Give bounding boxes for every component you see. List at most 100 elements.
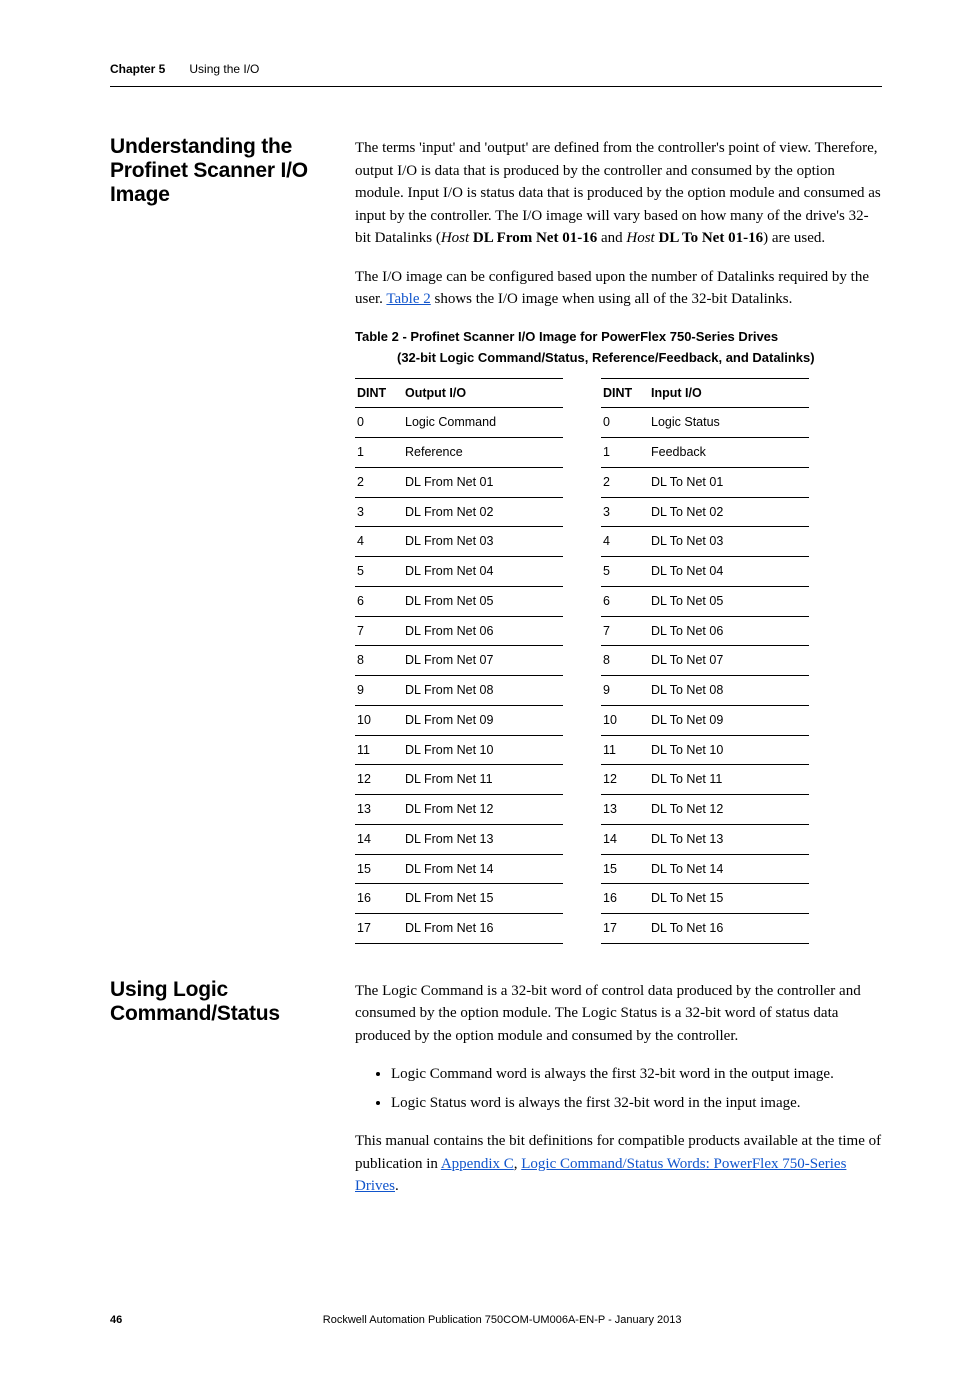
running-header: Chapter 5 Using the I/O — [110, 62, 882, 76]
table-row: 3DL To Net 02 — [601, 497, 809, 527]
output-dint-header: DINT — [355, 378, 403, 408]
value-cell: DL From Net 12 — [403, 795, 563, 825]
value-cell: Logic Status — [649, 408, 809, 438]
table-row: 2DL From Net 01 — [355, 467, 563, 497]
bullet-item: Logic Status word is always the first 32… — [391, 1092, 882, 1115]
section-understanding: Understanding the Profinet Scanner I/O I… — [110, 137, 882, 944]
value-cell: DL From Net 13 — [403, 824, 563, 854]
value-cell: DL From Net 02 — [403, 497, 563, 527]
table2-link[interactable]: Table 2 — [386, 291, 430, 307]
value-cell: DL To Net 13 — [649, 824, 809, 854]
publication-info: Rockwell Automation Publication 750COM-U… — [122, 1314, 882, 1326]
table-row: 14DL To Net 13 — [601, 824, 809, 854]
table-row: 6DL From Net 05 — [355, 586, 563, 616]
dint-cell: 5 — [601, 557, 649, 587]
table-row: 9DL To Net 08 — [601, 676, 809, 706]
dint-cell: 2 — [601, 467, 649, 497]
output-io-table: DINT Output I/O 0Logic Command1Reference… — [355, 378, 563, 944]
dint-cell: 6 — [355, 586, 403, 616]
dint-cell: 2 — [355, 467, 403, 497]
table-row: 12DL To Net 11 — [601, 765, 809, 795]
value-cell: DL To Net 01 — [649, 467, 809, 497]
page-number: 46 — [110, 1314, 122, 1326]
table-row: 13DL From Net 12 — [355, 795, 563, 825]
dint-cell: 4 — [601, 527, 649, 557]
table-row: 15DL To Net 14 — [601, 854, 809, 884]
dint-cell: 8 — [355, 646, 403, 676]
table-row: 12DL From Net 11 — [355, 765, 563, 795]
dint-cell: 13 — [601, 795, 649, 825]
value-cell: DL To Net 09 — [649, 705, 809, 735]
table-row: 10DL From Net 09 — [355, 705, 563, 735]
dint-cell: 3 — [601, 497, 649, 527]
page: Chapter 5 Using the I/O Understanding th… — [0, 0, 954, 1386]
value-cell: DL To Net 07 — [649, 646, 809, 676]
value-cell: DL From Net 03 — [403, 527, 563, 557]
table-row: 6DL To Net 05 — [601, 586, 809, 616]
table-row: 11DL From Net 10 — [355, 735, 563, 765]
value-cell: DL From Net 10 — [403, 735, 563, 765]
value-cell: DL From Net 11 — [403, 765, 563, 795]
chapter-label: Chapter 5 — [110, 62, 165, 76]
dint-cell: 15 — [355, 854, 403, 884]
value-cell: DL From Net 07 — [403, 646, 563, 676]
dint-cell: 12 — [355, 765, 403, 795]
dint-cell: 15 — [601, 854, 649, 884]
table-row: 7DL From Net 06 — [355, 616, 563, 646]
value-cell: DL From Net 08 — [403, 676, 563, 706]
para-1: The terms 'input' and 'output' are defin… — [355, 137, 882, 250]
value-cell: DL To Net 02 — [649, 497, 809, 527]
table-row: 11DL To Net 10 — [601, 735, 809, 765]
value-cell: DL To Net 05 — [649, 586, 809, 616]
value-cell: DL From Net 09 — [403, 705, 563, 735]
bullet-list: Logic Command word is always the first 3… — [355, 1063, 882, 1114]
value-cell: DL To Net 11 — [649, 765, 809, 795]
table-subtitle: (32-bit Logic Command/Status, Reference/… — [397, 348, 882, 368]
header-rule — [110, 86, 882, 87]
dint-cell: 5 — [355, 557, 403, 587]
appendix-c-link[interactable]: Appendix C — [441, 1156, 514, 1172]
output-val-header: Output I/O — [403, 378, 563, 408]
value-cell: DL To Net 15 — [649, 884, 809, 914]
table-row: 13DL To Net 12 — [601, 795, 809, 825]
value-cell: DL From Net 16 — [403, 914, 563, 944]
dint-cell: 10 — [355, 705, 403, 735]
value-cell: DL To Net 04 — [649, 557, 809, 587]
dint-cell: 0 — [601, 408, 649, 438]
value-cell: DL From Net 06 — [403, 616, 563, 646]
dint-cell: 11 — [355, 735, 403, 765]
value-cell: DL From Net 04 — [403, 557, 563, 587]
dint-cell: 8 — [601, 646, 649, 676]
section-heading: Understanding the Profinet Scanner I/O I… — [110, 135, 355, 944]
table-row: 1Feedback — [601, 438, 809, 468]
table-row: 9DL From Net 08 — [355, 676, 563, 706]
dint-cell: 11 — [601, 735, 649, 765]
bullet-item: Logic Command word is always the first 3… — [391, 1063, 882, 1086]
dint-cell: 14 — [355, 824, 403, 854]
para-1: The Logic Command is a 32-bit word of co… — [355, 980, 882, 1048]
input-val-header: Input I/O — [649, 378, 809, 408]
table-row: 0Logic Status — [601, 408, 809, 438]
dint-cell: 9 — [355, 676, 403, 706]
dint-cell: 7 — [355, 616, 403, 646]
value-cell: DL From Net 05 — [403, 586, 563, 616]
dint-cell: 1 — [355, 438, 403, 468]
dint-cell: 17 — [601, 914, 649, 944]
table-row: 5DL From Net 04 — [355, 557, 563, 587]
dint-cell: 6 — [601, 586, 649, 616]
chapter-title: Using the I/O — [189, 62, 259, 76]
table-row: 17DL To Net 16 — [601, 914, 809, 944]
dint-cell: 16 — [355, 884, 403, 914]
dint-cell: 17 — [355, 914, 403, 944]
table-row: 7DL To Net 06 — [601, 616, 809, 646]
table-row: 3DL From Net 02 — [355, 497, 563, 527]
dint-cell: 14 — [601, 824, 649, 854]
table-row: 16DL To Net 15 — [601, 884, 809, 914]
value-cell: DL To Net 06 — [649, 616, 809, 646]
table-row: 1Reference — [355, 438, 563, 468]
footer: 46 Rockwell Automation Publication 750CO… — [110, 1314, 882, 1326]
dint-cell: 7 — [601, 616, 649, 646]
value-cell: DL To Net 16 — [649, 914, 809, 944]
dint-cell: 1 — [601, 438, 649, 468]
dint-cell: 0 — [355, 408, 403, 438]
